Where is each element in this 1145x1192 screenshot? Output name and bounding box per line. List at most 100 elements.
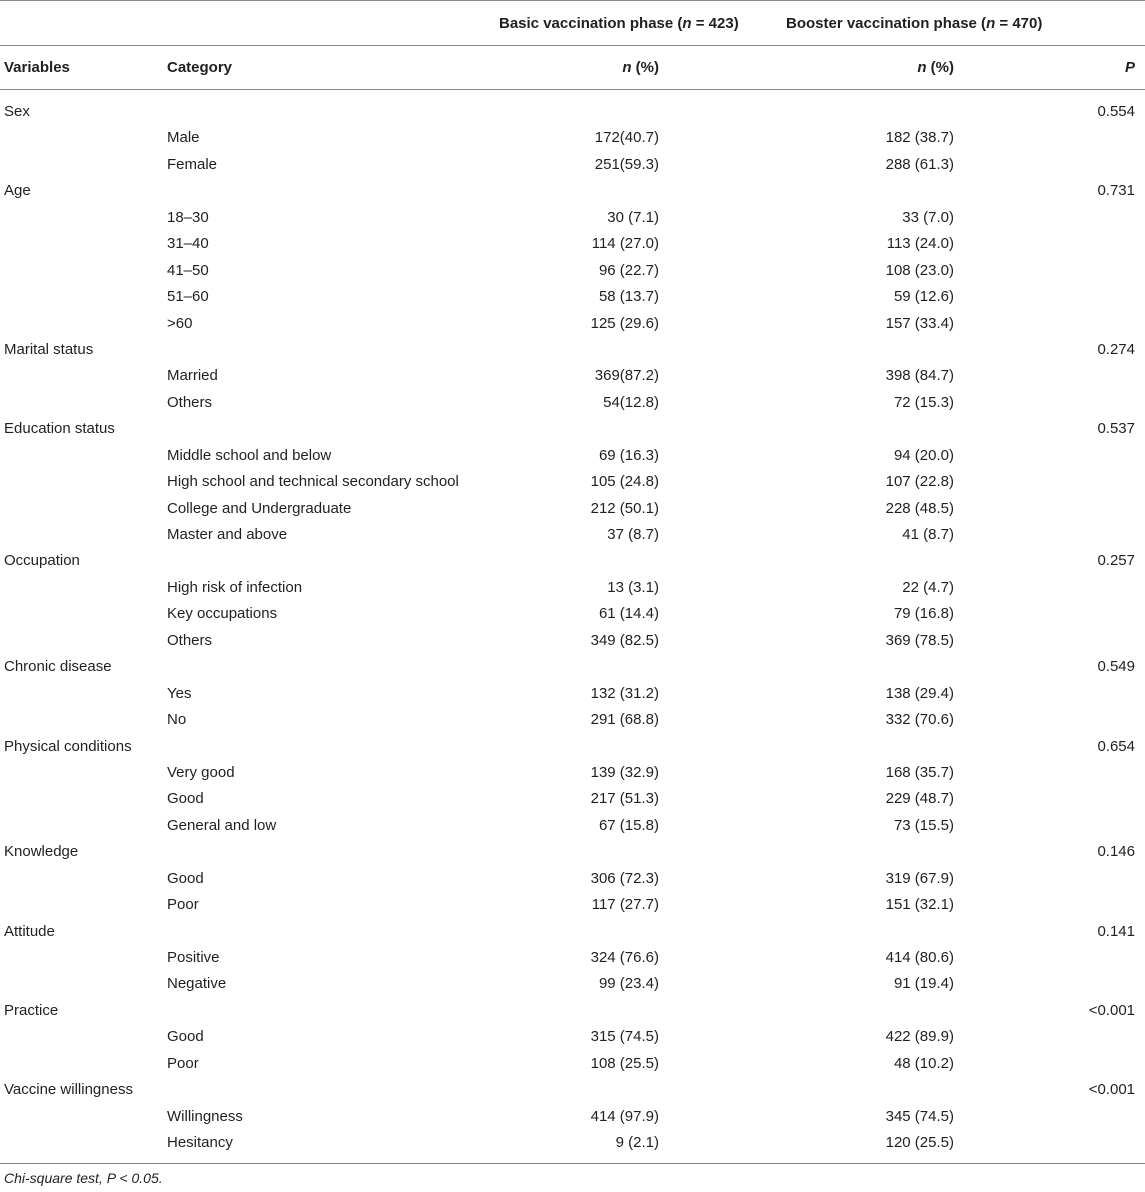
col-basic-n-pct: n (%) (622, 59, 659, 76)
cell-variable: Knowledge (4, 843, 79, 861)
header-booster-n: n (986, 15, 996, 32)
table-row: 18–30 30 (7.1) 33 (7.0) (0, 205, 1145, 231)
cell-variable: Attitude (4, 922, 55, 940)
cell-basic: 58 (13.7) (598, 288, 659, 306)
cell-booster: 33 (7.0) (902, 208, 954, 226)
cell-variable: Physical conditions (4, 737, 132, 755)
cell-basic: 105 (24.8) (590, 473, 659, 491)
table-header-groups: Basic vaccination phase (n = 423) Booste… (0, 0, 1145, 46)
cell-booster: 73 (15.5) (893, 816, 954, 834)
cell-basic: 291 (68.8) (590, 711, 659, 729)
table-row: Knowledge 0.146 (0, 839, 1145, 865)
header-basic-phase: Basic vaccination phase (n = 423) (499, 15, 739, 32)
cell-basic: 349 (82.5) (590, 631, 659, 649)
cell-booster: 94 (20.0) (893, 446, 954, 464)
table-row: High risk of infection 13 (3.1) 22 (4.7) (0, 575, 1145, 601)
cell-basic: 69 (16.3) (598, 446, 659, 464)
table-row: Practice <0.001 (0, 998, 1145, 1024)
cell-category: Poor (167, 1054, 199, 1072)
table-row: High school and technical secondary scho… (0, 469, 1145, 495)
cell-basic: 132 (31.2) (590, 684, 659, 702)
cell-category: Married (167, 367, 218, 385)
header-mid-rule (0, 45, 1145, 46)
cell-category: Male (167, 129, 200, 147)
table-row: Chronic disease 0.549 (0, 654, 1145, 680)
cell-category: General and low (167, 816, 277, 834)
cell-category: Others (167, 631, 213, 649)
table-row: Education status 0.537 (0, 416, 1145, 442)
table-row: Age 0.731 (0, 178, 1145, 204)
table-row: Sex 0.554 (0, 99, 1145, 125)
cell-category: Good (167, 790, 204, 808)
table-row: College and Undergraduate 212 (50.1) 228 (… (0, 496, 1145, 522)
top-rule (0, 0, 1145, 1)
cell-booster: 229 (48.7) (885, 790, 954, 808)
cell-basic: 96 (22.7) (598, 261, 659, 279)
cell-category: Very good (167, 763, 235, 781)
cell-category: Female (167, 155, 218, 173)
cell-p-value: 0.654 (1097, 737, 1135, 755)
cell-booster: 182 (38.7) (885, 129, 954, 147)
cell-category: College and Undergraduate (167, 499, 352, 517)
col-booster-n: n (917, 59, 927, 76)
cell-basic: 306 (72.3) (590, 869, 659, 887)
cell-category: High school and technical secondary scho… (167, 473, 459, 491)
cell-booster: 22 (4.7) (902, 578, 954, 596)
header-bottom-rule (0, 89, 1145, 90)
cell-p-value: 0.537 (1097, 420, 1135, 438)
cell-p-value: 0.554 (1097, 103, 1135, 120)
table-row: Key occupations 61 (14.4) 79 (16.8) (0, 601, 1145, 627)
header-basic-prefix: Basic vaccination phase ( (499, 15, 683, 32)
cell-basic: 139 (32.9) (590, 763, 659, 781)
cell-booster: 369 (78.5) (885, 631, 954, 649)
cell-p-value: 0.141 (1097, 922, 1135, 940)
cell-booster: 151 (32.1) (885, 896, 954, 914)
table-row: Attitude 0.141 (0, 919, 1145, 945)
cell-basic: 324 (76.6) (590, 949, 659, 966)
table-row: Hesitancy 9 (2.1) 120 (25.5) (0, 1130, 1145, 1156)
cell-booster: 157 (33.4) (885, 314, 954, 332)
cell-category: 41–50 (167, 261, 209, 279)
cell-booster: 168 (35.7) (885, 763, 954, 781)
cell-booster: 72 (15.3) (893, 393, 954, 411)
table-row: Good 217 (51.3) 229 (48.7) (0, 786, 1145, 812)
cell-booster: 91 (19.4) (893, 975, 954, 993)
table-row: Married 369(87.2) 398 (84.7) (0, 363, 1145, 389)
table-row: Physical conditions 0.654 (0, 734, 1145, 760)
table-row: No 291 (68.8) 332 (70.6) (0, 707, 1145, 733)
cell-p-value: 0.257 (1097, 552, 1135, 570)
table-row: Others 349 (82.5) 369 (78.5) (0, 628, 1145, 654)
cell-basic: 9 (2.1) (615, 1134, 659, 1152)
table-row: 41–50 96 (22.7) 108 (23.0) (0, 258, 1145, 284)
header-basic-suffix: = 423) (691, 15, 739, 32)
cell-category: Master and above (167, 526, 288, 543)
table-row: Female 251(59.3) 288 (61.3) (0, 152, 1145, 178)
cell-category: Good (167, 869, 204, 887)
cell-p-value: 0.731 (1097, 182, 1135, 200)
cell-variable: Sex (4, 103, 30, 120)
col-booster-n-pct: n (%) (917, 59, 954, 76)
cell-basic: 108 (25.5) (590, 1054, 659, 1072)
table-row: 31–40 114 (27.0) 113 (24.0) (0, 231, 1145, 257)
col-booster-pct: (%) (926, 59, 954, 76)
table-row: Poor 117 (27.7) 151 (32.1) (0, 892, 1145, 918)
table-row: Yes 132 (31.2) 138 (29.4) (0, 681, 1145, 707)
cell-p-value: 0.274 (1097, 340, 1135, 358)
cell-variable: Practice (4, 1001, 59, 1019)
header-basic-n: n (682, 15, 692, 32)
cell-variable: Vaccine willingness (4, 1081, 133, 1099)
cell-booster: 345 (74.5) (885, 1107, 954, 1125)
cell-basic: 61 (14.4) (598, 605, 659, 623)
cell-basic: 30 (7.1) (607, 208, 659, 226)
cell-booster: 332 (70.6) (885, 711, 954, 729)
cell-variable: Occupation (4, 552, 80, 570)
table-row: Negative 99 (23.4) 91 (19.4) (0, 971, 1145, 997)
cell-basic: 251(59.3) (594, 155, 659, 173)
cell-booster: 41 (8.7) (902, 526, 954, 543)
cell-basic: 54(12.8) (603, 393, 659, 411)
cell-booster: 59 (12.6) (893, 288, 954, 306)
table-row: Middle school and below 69 (16.3) 94 (20.0… (0, 443, 1145, 469)
cell-basic: 212 (50.1) (590, 499, 659, 517)
table-row: Good 306 (72.3) 319 (67.9) (0, 866, 1145, 892)
table-row: Master and above 37 (8.7) 41 (8.7) (0, 522, 1145, 548)
